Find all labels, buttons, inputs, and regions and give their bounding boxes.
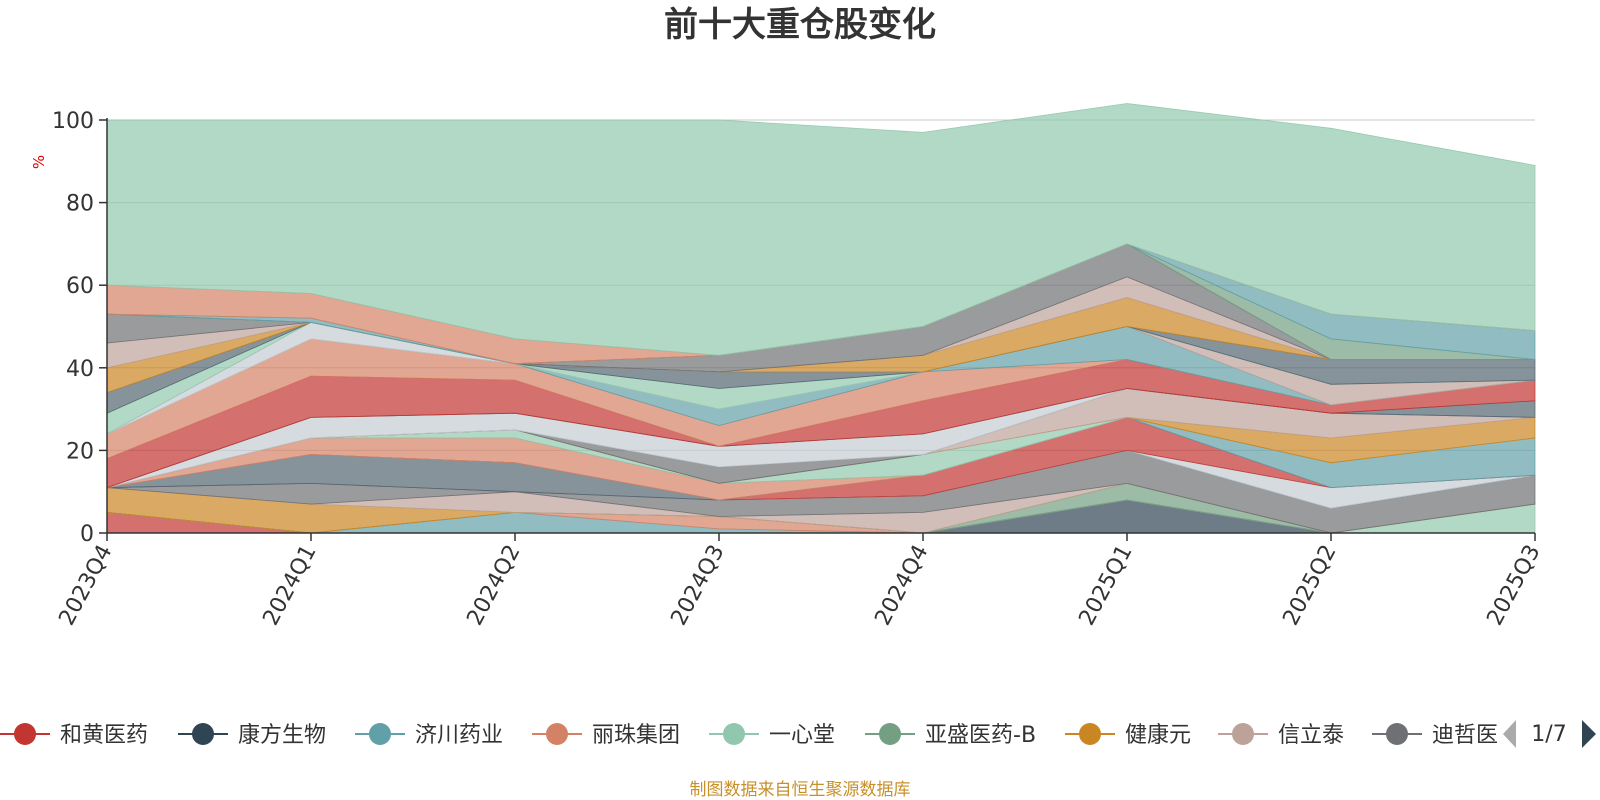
x-tick-label: 2025Q1 (1075, 541, 1138, 630)
legend-item[interactable]: 丽珠集团 (532, 723, 680, 748)
area-其他[interactable] (106, 103, 1536, 356)
legend-marker-icon (1386, 723, 1408, 745)
area-series-group (106, 103, 1536, 534)
legend-item[interactable]: 济川药业 (355, 723, 503, 748)
legend-page-indicator: 1/7 (1531, 722, 1566, 747)
y-tick-label: 20 (66, 439, 94, 464)
y-tick-label: 100 (52, 109, 94, 134)
legend-item[interactable]: 迪哲医 (1372, 723, 1498, 748)
y-axis-label: % (30, 155, 48, 169)
legend-label: 信立泰 (1278, 723, 1344, 748)
legend-marker-icon (1079, 723, 1101, 745)
x-tick-label: 2024Q3 (667, 541, 730, 630)
legend-label: 康方生物 (238, 723, 326, 748)
y-tick-label: 0 (80, 522, 94, 547)
source-note: 制图数据来自恒生聚源数据库 (690, 780, 911, 800)
legend-item[interactable]: 一心堂 (709, 723, 835, 748)
y-tick-label: 40 (66, 357, 94, 382)
legend-item[interactable]: 和黄医药 (0, 723, 148, 748)
legend-item[interactable]: 健康元 (1065, 723, 1191, 748)
legend-item[interactable]: 康方生物 (178, 723, 326, 748)
legend-label: 一心堂 (769, 723, 835, 748)
x-tick-label: 2024Q2 (463, 541, 526, 630)
y-tick-label: 80 (66, 192, 94, 217)
legend-marker-icon (723, 723, 745, 745)
legend-label: 丽珠集团 (592, 723, 680, 748)
legend-marker-icon (879, 723, 901, 745)
x-tick-label: 2025Q3 (1483, 541, 1546, 630)
legend-item[interactable]: 信立泰 (1218, 723, 1344, 748)
legend-label: 和黄医药 (60, 723, 148, 748)
legend-marker-icon (14, 723, 36, 745)
legend-label: 济川药业 (415, 723, 503, 748)
x-tick-label: 2023Q4 (55, 541, 118, 630)
legend-label: 迪哲医 (1432, 723, 1498, 748)
legend-marker-icon (1232, 723, 1254, 745)
legend-label: 健康元 (1125, 723, 1191, 748)
legend-marker-icon (546, 723, 568, 745)
legend-next-page-icon[interactable] (1582, 720, 1596, 748)
legend: 和黄医药 康方生物 济川药业 丽珠集团 一心堂 亚盛医药-B 健康元 信立泰 迪哲医 1/7 (0, 720, 1596, 748)
legend-label: 亚盛医药-B (925, 723, 1036, 748)
y-tick-label: 60 (66, 274, 94, 299)
legend-marker-icon (369, 723, 391, 745)
chart-title: 前十大重仓股变化 (664, 5, 936, 45)
x-tick-label: 2024Q1 (259, 541, 322, 630)
legend-marker-icon (192, 723, 214, 745)
x-tick-label: 2024Q4 (871, 541, 934, 630)
legend-prev-page-icon[interactable] (1503, 720, 1516, 748)
x-tick-label: 2025Q2 (1279, 541, 1342, 630)
legend-item[interactable]: 亚盛医药-B (865, 723, 1036, 748)
